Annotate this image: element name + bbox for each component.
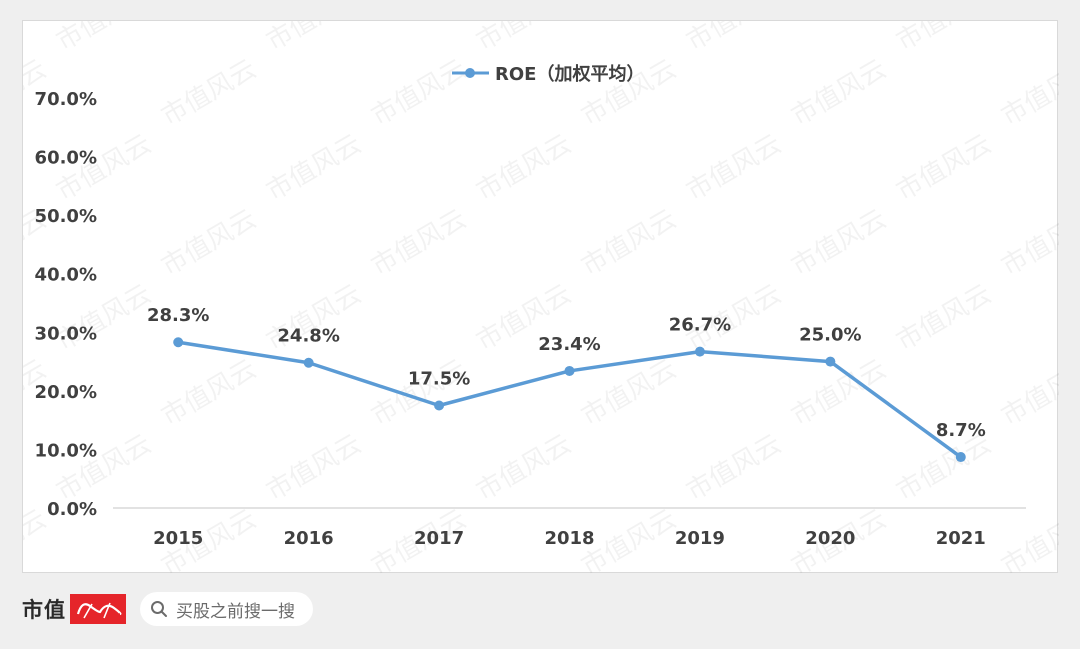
watermark-text: 市值风云 — [262, 429, 367, 507]
watermark-text: 市值风云 — [577, 354, 682, 432]
search-text: 买股之前搜一搜 — [176, 601, 295, 622]
data-label: 25.0% — [799, 325, 861, 346]
y-tick-label: 60.0% — [35, 148, 97, 169]
data-label: 28.3% — [147, 305, 209, 326]
y-tick-label: 10.0% — [35, 440, 97, 461]
x-tick-label: 2018 — [544, 528, 594, 549]
brand-text: 市值 — [22, 597, 66, 622]
watermark-text: 市值风云 — [892, 129, 997, 207]
x-tick-label: 2019 — [675, 528, 725, 549]
watermark-text: 市值风云 — [787, 204, 892, 282]
watermark-text: 市值风云 — [472, 21, 577, 57]
watermark-text: 市值风云 — [367, 54, 472, 132]
x-tick-label: 2016 — [284, 528, 334, 549]
data-point — [955, 452, 966, 463]
data-label: 8.7% — [936, 420, 986, 441]
watermark-text: 市值风云 — [52, 21, 157, 57]
watermark-text: 市值风云 — [787, 54, 892, 132]
data-label: 26.7% — [669, 315, 731, 336]
data-point — [434, 400, 445, 411]
legend-marker — [465, 68, 475, 78]
watermark-text: 市值风云 — [997, 504, 1060, 574]
watermark-text: 市值风云 — [682, 21, 787, 57]
y-tick-label: 0.0% — [47, 499, 97, 520]
footer-bar: 市值 买股之前搜一搜 — [22, 592, 313, 626]
y-tick-label: 50.0% — [35, 206, 97, 227]
chart-legend: ROE（加权平均） — [452, 63, 644, 85]
chart-card: 市值风云 市值风云 市值风云 市值风云 市值风云 市值风云 市值风云 市值风云 市值风云 市值风云… — [22, 20, 1059, 574]
y-tick-label: 40.0% — [35, 265, 97, 286]
data-label: 24.8% — [277, 326, 339, 347]
data-point — [825, 356, 836, 367]
y-tick-label: 30.0% — [35, 323, 97, 344]
watermark-text: 市值风云 — [157, 54, 262, 132]
x-tick-label: 2015 — [153, 528, 203, 549]
watermark-text: 市值风云 — [262, 129, 367, 207]
y-tick-label: 20.0% — [35, 382, 97, 403]
watermark-text: 市值风云 — [367, 204, 472, 282]
watermark-text: 市值风云 — [157, 204, 262, 282]
watermark-text: 市值风云 — [577, 204, 682, 282]
legend-label: ROE（加权平均） — [495, 63, 644, 85]
x-tick-label: 2017 — [414, 528, 464, 549]
watermark-text: 市值风云 — [367, 354, 472, 432]
watermark-text: 市值风云 — [997, 354, 1060, 432]
search-icon — [151, 601, 167, 617]
watermark-text: 市值风云 — [472, 129, 577, 207]
y-tick-label: 70.0% — [35, 89, 97, 110]
watermark-text: 市值风云 — [892, 21, 997, 57]
watermark-text: 市值风云 — [262, 21, 367, 57]
x-tick-label: 2020 — [805, 528, 855, 549]
watermark-text: 市值风云 — [157, 354, 262, 432]
brand-seal-mark — [70, 594, 126, 624]
series-layer: 28.3% 24.8% 17.5% 23.4% 26.7% 25.0% 8.7% — [147, 305, 986, 463]
data-point — [303, 357, 314, 368]
data-label: 17.5% — [408, 369, 470, 390]
data-point — [694, 346, 705, 357]
data-label: 23.4% — [538, 334, 600, 355]
watermark-text: 市值风云 — [682, 429, 787, 507]
x-tick-label: 2021 — [936, 528, 986, 549]
data-point — [173, 337, 184, 348]
search-box[interactable]: 买股之前搜一搜 — [140, 592, 313, 626]
watermark-text: 市值风云 — [892, 279, 997, 357]
watermark-text: 市值风云 — [682, 129, 787, 207]
x-axis: 2015 2016 2017 2018 2019 2020 2021 — [113, 507, 1026, 549]
watermark-text: 市值风云 — [472, 429, 577, 507]
watermark-text: 市值风云 — [997, 204, 1060, 282]
watermark-text: 市值风云 — [52, 279, 157, 357]
data-point — [564, 365, 575, 376]
y-axis: 0.0% 10.0% 20.0% 30.0% 40.0% 50.0% 60.0% 70.0% — [35, 89, 97, 520]
watermark-text: 市值风云 — [997, 54, 1060, 132]
brand-logo: 市值 — [22, 594, 126, 624]
